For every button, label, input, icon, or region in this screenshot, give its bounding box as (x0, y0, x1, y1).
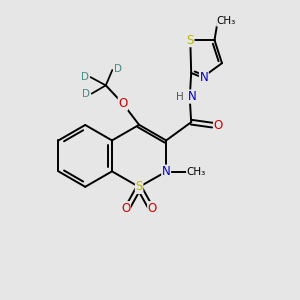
Text: CH₃: CH₃ (187, 167, 206, 177)
Text: D: D (81, 71, 89, 82)
Text: CH₃: CH₃ (217, 16, 236, 26)
Text: S: S (135, 181, 143, 194)
Text: N: N (162, 165, 170, 178)
Text: O: O (214, 118, 223, 132)
Text: D: D (82, 89, 90, 99)
Text: N: N (188, 90, 197, 103)
Text: D: D (114, 64, 122, 74)
Text: O: O (118, 97, 128, 110)
Text: O: O (148, 202, 157, 215)
Text: O: O (121, 202, 130, 215)
Text: S: S (187, 34, 194, 46)
Text: N: N (200, 71, 208, 84)
Text: H: H (176, 92, 184, 102)
